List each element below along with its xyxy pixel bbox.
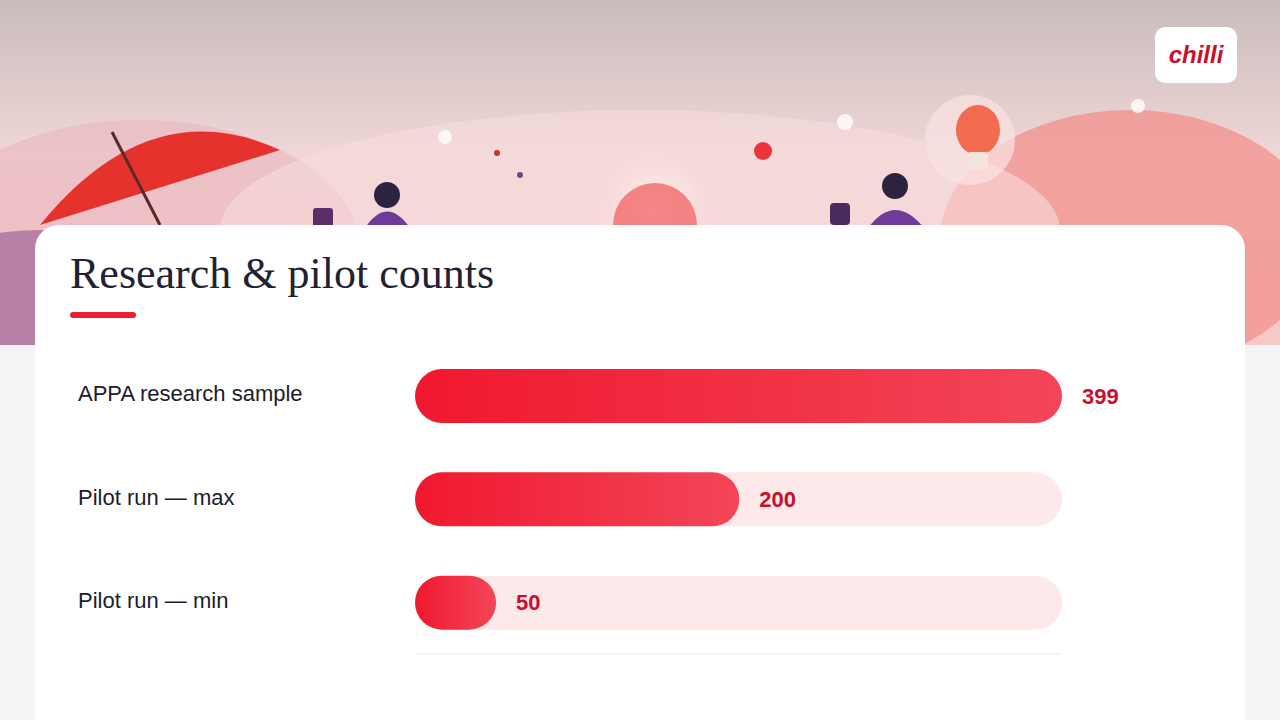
html-text:chilli: chilli bbox=[1168, 41, 1224, 68]
svg-text:Pilot run — min: Pilot run — min bbox=[78, 588, 228, 613]
svg-text:399: 399 bbox=[1082, 384, 1119, 409]
svg-text:APPA research sample: APPA research sample bbox=[78, 381, 303, 406]
svg-text:200: 200 bbox=[759, 487, 796, 512]
svg-text:Pilot run — max: Pilot run — max bbox=[78, 485, 235, 510]
html-text:Research & pilot counts: Research & pilot counts bbox=[70, 249, 494, 298]
svg-text:50: 50 bbox=[516, 590, 540, 615]
